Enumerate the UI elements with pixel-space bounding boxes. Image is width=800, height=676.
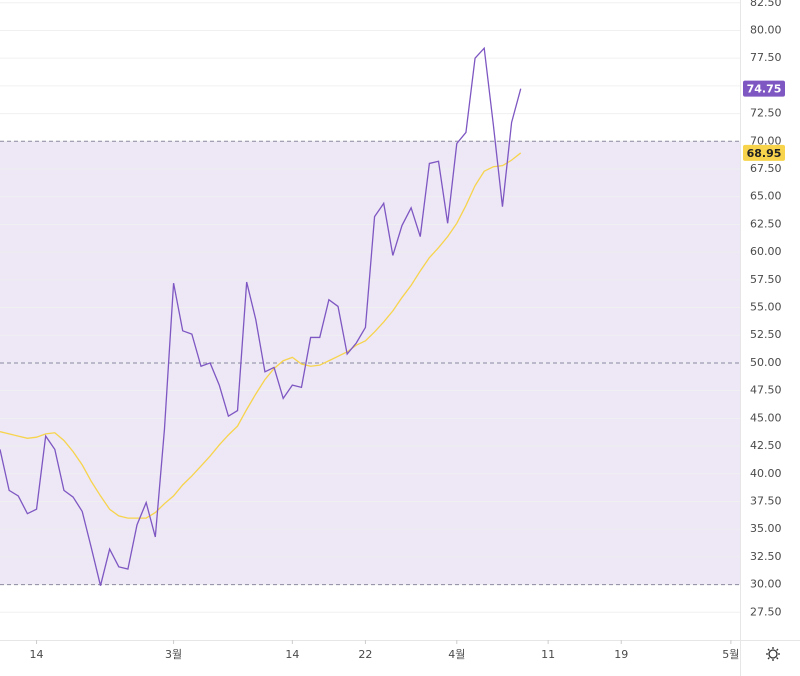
x-tick-label: 4월 bbox=[448, 648, 465, 661]
y-tick-label: 47.50 bbox=[750, 384, 782, 397]
y-tick-label: 60.00 bbox=[750, 245, 782, 258]
price-tag-label: 68.95 bbox=[747, 147, 782, 160]
x-tick-label: 14 bbox=[30, 648, 44, 661]
y-tick-label: 62.50 bbox=[750, 217, 782, 230]
y-tick-label: 45.00 bbox=[750, 411, 782, 424]
price-tag bbox=[743, 144, 785, 161]
x-tick-label: 14 bbox=[285, 648, 299, 661]
y-tick-label: 30.00 bbox=[750, 578, 782, 591]
y-tick-label: 27.50 bbox=[750, 605, 782, 618]
y-tick-label: 55.00 bbox=[750, 301, 782, 314]
y-tick-label: 72.50 bbox=[750, 107, 782, 120]
y-tick-label: 40.00 bbox=[750, 467, 782, 480]
x-tick-label: 5월 bbox=[722, 648, 739, 661]
y-tick-label: 70.00 bbox=[750, 134, 782, 147]
x-tick-label: 3월 bbox=[165, 648, 182, 661]
y-tick-label: 37.50 bbox=[750, 494, 782, 507]
y-tick-label: 32.50 bbox=[750, 550, 782, 563]
y-tick-label: 80.00 bbox=[750, 23, 782, 36]
y-tick-label: 42.50 bbox=[750, 439, 782, 452]
price-tag-label: 74.75 bbox=[747, 83, 782, 96]
price-tag bbox=[743, 80, 785, 97]
x-tick-label: 19 bbox=[614, 648, 628, 661]
gear-body bbox=[768, 649, 778, 659]
x-tick-label: 11 bbox=[541, 648, 555, 661]
y-tick-label: 77.50 bbox=[750, 51, 782, 64]
series-line bbox=[0, 152, 522, 519]
y-tick-label: 57.50 bbox=[750, 273, 782, 286]
y-tick-label: 67.50 bbox=[750, 162, 782, 175]
series-line bbox=[0, 46, 522, 586]
y-tick-label: 50.00 bbox=[750, 356, 782, 369]
x-tick-label: 22 bbox=[358, 648, 372, 661]
y-tick-label: 82.50 bbox=[750, 0, 782, 9]
settings-icon[interactable] bbox=[766, 647, 780, 661]
y-tick-label: 35.00 bbox=[750, 522, 782, 535]
y-tick-label: 65.00 bbox=[750, 190, 782, 203]
gear-teeth bbox=[766, 647, 780, 661]
y-tick-label: 52.50 bbox=[750, 328, 782, 341]
